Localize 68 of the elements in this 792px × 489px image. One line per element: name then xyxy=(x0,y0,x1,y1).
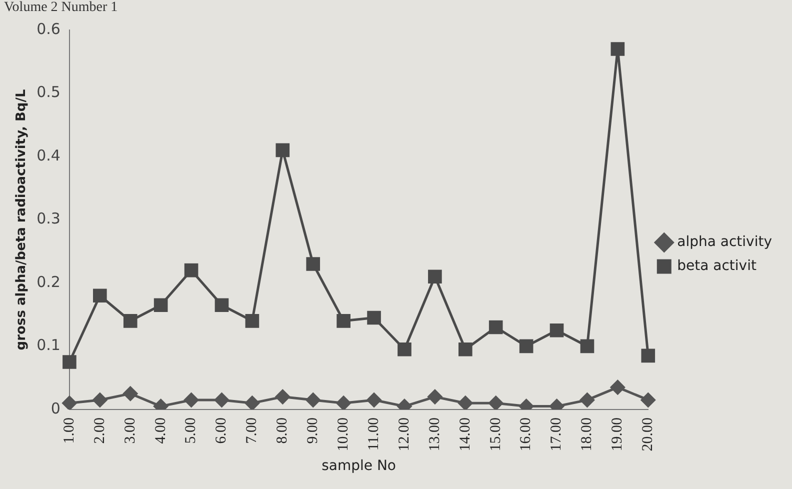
point xyxy=(428,270,442,284)
x-tick-label: 17.00 xyxy=(548,417,565,452)
point xyxy=(458,342,472,356)
y-tick-label: 0.5 xyxy=(36,83,60,102)
y-tick-label: 0.3 xyxy=(36,210,60,228)
legend-label: beta activit xyxy=(677,258,757,274)
x-tick-label: 14.00 xyxy=(457,417,474,452)
point xyxy=(488,320,503,334)
point xyxy=(550,323,564,338)
point xyxy=(458,396,473,410)
point xyxy=(580,392,594,408)
point xyxy=(62,396,77,410)
x-tick-label: 19.00 xyxy=(610,417,626,452)
point xyxy=(92,392,108,408)
x-tick-label: 8.00 xyxy=(274,417,291,444)
point xyxy=(123,386,138,401)
point xyxy=(62,355,76,369)
point xyxy=(214,298,229,312)
x-tick-label: 15.00 xyxy=(488,417,504,452)
point xyxy=(306,257,320,271)
point xyxy=(244,396,260,410)
x-tick-label: 13.00 xyxy=(426,417,443,452)
x-tick-label: 11.00 xyxy=(366,417,382,451)
point xyxy=(184,263,198,278)
x-tick-label: 7.00 xyxy=(244,417,260,444)
x-tick-label: 2.00 xyxy=(92,417,108,444)
point xyxy=(154,298,168,312)
x-tick-label: 1.00 xyxy=(61,417,78,444)
x-tick-label: 5.00 xyxy=(183,417,200,444)
point xyxy=(245,314,260,328)
point xyxy=(640,392,656,408)
point xyxy=(610,42,625,56)
point xyxy=(336,396,351,410)
y-tick-label: 0.2 xyxy=(36,272,60,291)
legend-label: alpha activity xyxy=(677,234,772,250)
point xyxy=(214,392,229,408)
x-axis-title: sample No xyxy=(322,458,396,474)
x-tick-label: 4.00 xyxy=(152,417,169,444)
point xyxy=(398,342,412,356)
y-tick-label: 0.6 xyxy=(36,20,60,38)
point xyxy=(123,314,138,328)
x-tick-label: 12.00 xyxy=(396,417,412,452)
x-tick-label: 10.00 xyxy=(336,417,352,452)
point xyxy=(184,392,199,408)
point xyxy=(580,339,594,354)
x-tick-label: 3.00 xyxy=(122,417,138,444)
point xyxy=(366,392,382,408)
point xyxy=(275,390,290,404)
text: Volume 2 Number 1 xyxy=(4,0,118,16)
point xyxy=(336,314,350,328)
x-tick-label: 16.00 xyxy=(518,417,534,452)
point xyxy=(488,396,504,410)
x-tick-label: 9.00 xyxy=(305,417,322,444)
point xyxy=(641,348,656,363)
point xyxy=(306,392,320,408)
point xyxy=(428,390,442,404)
point xyxy=(519,339,534,354)
point xyxy=(367,310,381,325)
x-tick-label: 6.00 xyxy=(214,417,230,444)
y-tick-label: 0.1 xyxy=(36,336,60,354)
y-tick-label: 0.4 xyxy=(36,146,60,164)
y-axis-title: gross alpha/beta radioactivity, Bq/L xyxy=(14,89,30,350)
point xyxy=(610,380,625,395)
y-tick-label: 0 xyxy=(50,399,60,418)
x-tick-label: 20.00 xyxy=(640,417,656,452)
point xyxy=(276,143,290,158)
x-tick-label: 18.00 xyxy=(579,417,596,452)
point xyxy=(93,288,107,303)
